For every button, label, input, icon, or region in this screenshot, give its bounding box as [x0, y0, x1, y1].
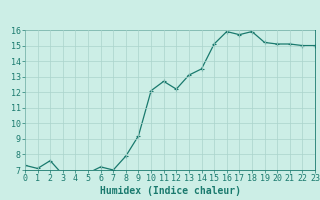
X-axis label: Humidex (Indice chaleur): Humidex (Indice chaleur)	[100, 186, 241, 196]
